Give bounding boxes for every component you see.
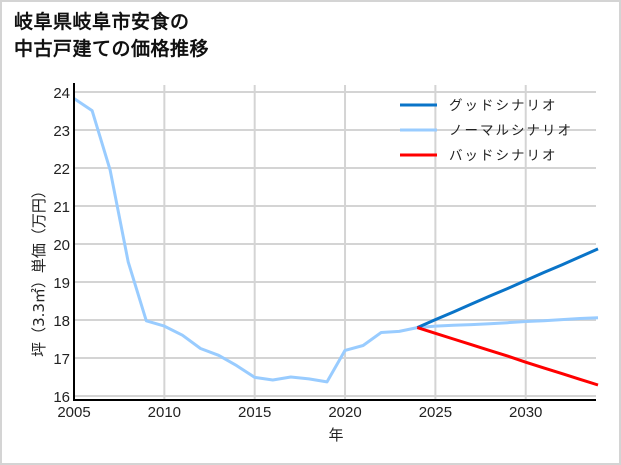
x-tick-label: 2020 <box>328 404 361 421</box>
legend-label-normal: ノーマルシナリオ <box>449 123 573 139</box>
y-tick-label: 20 <box>53 237 70 254</box>
chart-title-line-1: 岐阜県岐阜市安食の <box>14 11 190 33</box>
axes <box>73 83 596 401</box>
x-tick-label: 2030 <box>509 404 542 421</box>
x-tick-labels: 2005 2010 2015 2020 2025 2030 <box>57 404 542 421</box>
y-tick-label: 24 <box>53 85 70 102</box>
y-tick-label: 17 <box>53 351 70 368</box>
y-axis-label: 坪（3.3㎡）単価（万円） <box>30 183 48 357</box>
y-tick-label: 18 <box>53 313 70 330</box>
x-tick-label: 2025 <box>419 404 452 421</box>
series-line-good <box>416 247 599 329</box>
data-lines <box>73 97 599 387</box>
chart-title: 岐阜県岐阜市安食の 中古戸建ての価格推移 <box>14 9 209 63</box>
legend-label-good: グッドシナリオ <box>449 98 558 114</box>
y-tick-label: 21 <box>53 199 70 216</box>
x-tick-label: 2010 <box>148 404 181 421</box>
series-line-normal <box>73 97 599 384</box>
y-tick-labels: 16 17 18 19 20 21 22 23 24 <box>53 85 70 406</box>
x-tick-label: 2005 <box>57 404 90 421</box>
chart-title-line-2: 中古戸建ての価格推移 <box>14 38 210 60</box>
x-axis-label: 年 <box>328 426 343 444</box>
y-tick-label: 19 <box>53 275 70 292</box>
series-line-bad <box>416 326 599 387</box>
y-tick-label: 22 <box>53 161 70 178</box>
y-tick-label: 16 <box>53 389 70 406</box>
x-tick-label: 2015 <box>238 404 271 421</box>
legend-label-bad: バッドシナリオ <box>449 148 558 164</box>
y-tick-label: 23 <box>53 123 70 140</box>
